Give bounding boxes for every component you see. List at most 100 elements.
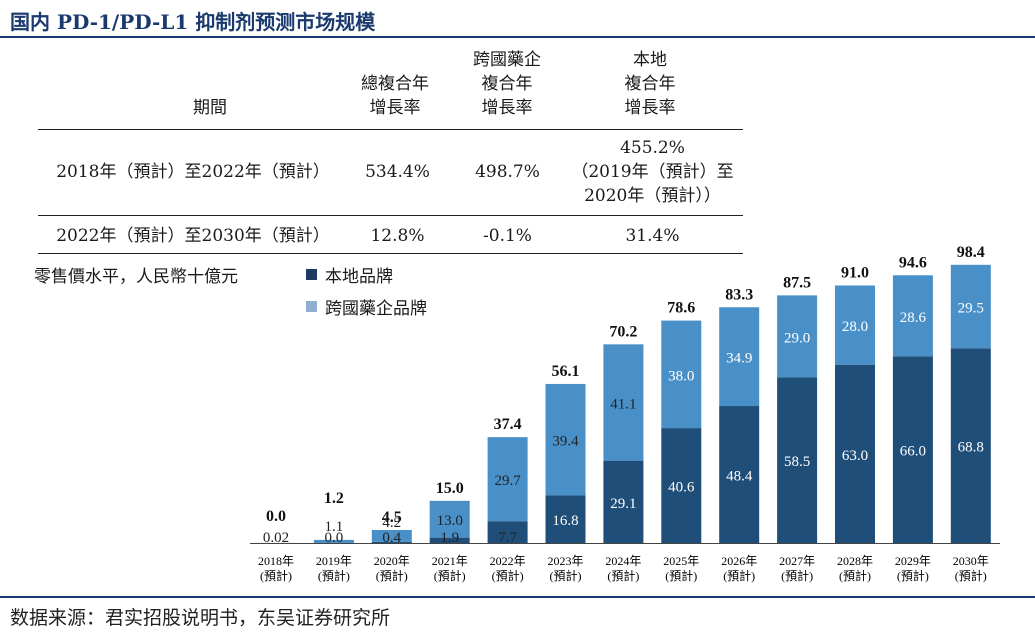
legend-mnc-swatch (306, 301, 317, 312)
tick-label-7: 2025年 (663, 554, 699, 568)
bar-local-7 (661, 428, 702, 543)
label-mnc-4: 29.7 (494, 473, 521, 489)
unit-label: 零售價水平，人民幣十億元 (34, 267, 238, 287)
bar-local-8 (719, 406, 760, 543)
label-total-12: 98.4 (957, 244, 985, 261)
tick-label-10: 2028年 (837, 554, 873, 568)
label-local-11: 66.0 (900, 444, 926, 460)
bar-local-6 (603, 460, 644, 543)
label-total-11: 94.6 (899, 254, 927, 271)
tick-label-6: 2024年 (605, 554, 641, 568)
tick-label-5: 2023年 (547, 554, 583, 568)
tick-label-11: 2029年 (895, 554, 931, 568)
bar-local-9 (777, 377, 818, 543)
label-mnc-3: 13.0 (437, 513, 463, 529)
header-total-line2: 增長率 (369, 98, 421, 118)
legend-mnc: 跨國藥企品牌 (306, 294, 427, 319)
label-local-8: 48.4 (726, 469, 753, 485)
label-mnc-9: 29.0 (784, 330, 810, 346)
header-local: 本地 複合年 增長率 (570, 48, 730, 120)
label-mnc-5: 39.4 (552, 434, 579, 450)
row1-mnc: 498.7% (475, 162, 540, 182)
header-mnc-line2: 複合年 (481, 74, 533, 94)
label-mnc-11: 28.6 (900, 310, 927, 326)
bar-local-11 (892, 356, 933, 543)
label-total-9: 87.5 (783, 274, 811, 291)
tick-label-sub-0: (預計) (260, 568, 292, 583)
row2-local: 31.4% (625, 226, 680, 246)
bar-mnc-12 (950, 264, 991, 349)
table-rule-bottom (38, 253, 743, 254)
header-mnc-line3: 增長率 (481, 98, 533, 118)
bar-mnc-3 (429, 500, 470, 538)
tick-label-sub-12: (預計) (955, 568, 987, 583)
label-total-3: 15.0 (436, 480, 464, 497)
label-total-8: 83.3 (725, 286, 753, 303)
bar-mnc-6 (603, 344, 644, 461)
label-total-4: 37.4 (494, 416, 522, 433)
title-bar: 国内 PD-1/PD-L1 抑制剂预测市场规模 (0, 0, 1035, 36)
bar-local-2 (371, 541, 412, 543)
legend-local: 本地品牌 (306, 262, 393, 287)
label-local-1: 0.0 (325, 530, 344, 546)
legend-local-swatch (306, 269, 317, 280)
tick-label-sub-6: (預計) (607, 568, 639, 583)
header-local-line1: 本地 (633, 50, 667, 70)
tick-label-sub-1: (預計) (318, 568, 350, 583)
tick-label-sub-7: (預計) (665, 568, 697, 583)
row1-local-line2: （2019年（預計）至 (571, 162, 734, 182)
bar-local-4 (487, 521, 528, 543)
label-total-10: 91.0 (841, 264, 869, 281)
tick-label-8: 2026年 (721, 554, 757, 568)
bar-mnc-11 (892, 275, 933, 357)
bar-local-5 (545, 495, 586, 543)
label-mnc-1: 1.1 (325, 519, 344, 535)
tick-label-0: 2018年 (258, 554, 294, 568)
bar-mnc-2 (371, 529, 412, 542)
bar-mnc-4 (487, 437, 528, 522)
bar-local-12 (950, 348, 991, 543)
label-local-5: 16.8 (552, 513, 578, 529)
header-total: 總複合年 增長率 (340, 72, 450, 120)
legend-local-label: 本地品牌 (325, 267, 393, 287)
label-mnc-8: 34.9 (726, 351, 752, 367)
label-mnc-2: 4.2 (382, 515, 401, 531)
tick-label-sub-5: (預計) (550, 568, 582, 583)
bar-mnc-9 (777, 295, 818, 378)
header-local-line2: 複合年 (624, 74, 676, 94)
bar-mnc-1 (313, 539, 354, 543)
tick-label-4: 2022年 (490, 554, 526, 568)
label-local-9: 58.5 (784, 454, 810, 470)
header-total-line1: 總複合年 (361, 74, 429, 94)
bar-mnc-5 (545, 383, 586, 496)
row1-total: 534.4% (365, 162, 430, 182)
label-total-0: 0.0 (266, 508, 286, 525)
tick-label-2: 2020年 (374, 554, 410, 568)
label-mnc-10: 28.0 (842, 319, 868, 335)
stacked-bar-chart: 0.020.02018年(預計)0.01.11.22019年(預計)0.44.2… (250, 244, 1000, 583)
bar-mnc-10 (835, 285, 875, 365)
header-period: 期間 (193, 98, 227, 118)
page-title: 国内 PD-1/PD-L1 抑制剂预测市场规模 (10, 10, 376, 34)
bar-mnc-8 (719, 307, 760, 407)
row2-mnc: -0.1% (483, 226, 532, 246)
label-total-7: 78.6 (667, 300, 695, 317)
legend-mnc-label: 跨國藥企品牌 (325, 299, 427, 319)
tick-label-sub-8: (預計) (723, 568, 755, 583)
label-total-1: 1.2 (324, 490, 344, 507)
bar-local-3 (429, 537, 470, 543)
table-rule-mid (38, 215, 743, 216)
label-local-10: 63.0 (842, 448, 868, 464)
tick-label-sub-3: (預計) (434, 568, 466, 583)
row1-local-line3: 2020年（預計）） (584, 186, 721, 206)
tick-label-1: 2019年 (316, 554, 352, 568)
row1-local-line1: 455.2% (620, 138, 685, 158)
tick-label-sub-9: (預計) (781, 568, 813, 583)
label-mnc-7: 38.0 (668, 368, 694, 384)
tick-label-12: 2030年 (953, 554, 989, 568)
label-local-0: 0.02 (263, 530, 289, 546)
label-local-6: 29.1 (610, 496, 636, 512)
header-mnc-line1: 跨國藥企 (473, 50, 541, 70)
label-local-4: 7.7 (498, 530, 517, 546)
label-local-7: 40.6 (668, 480, 695, 496)
